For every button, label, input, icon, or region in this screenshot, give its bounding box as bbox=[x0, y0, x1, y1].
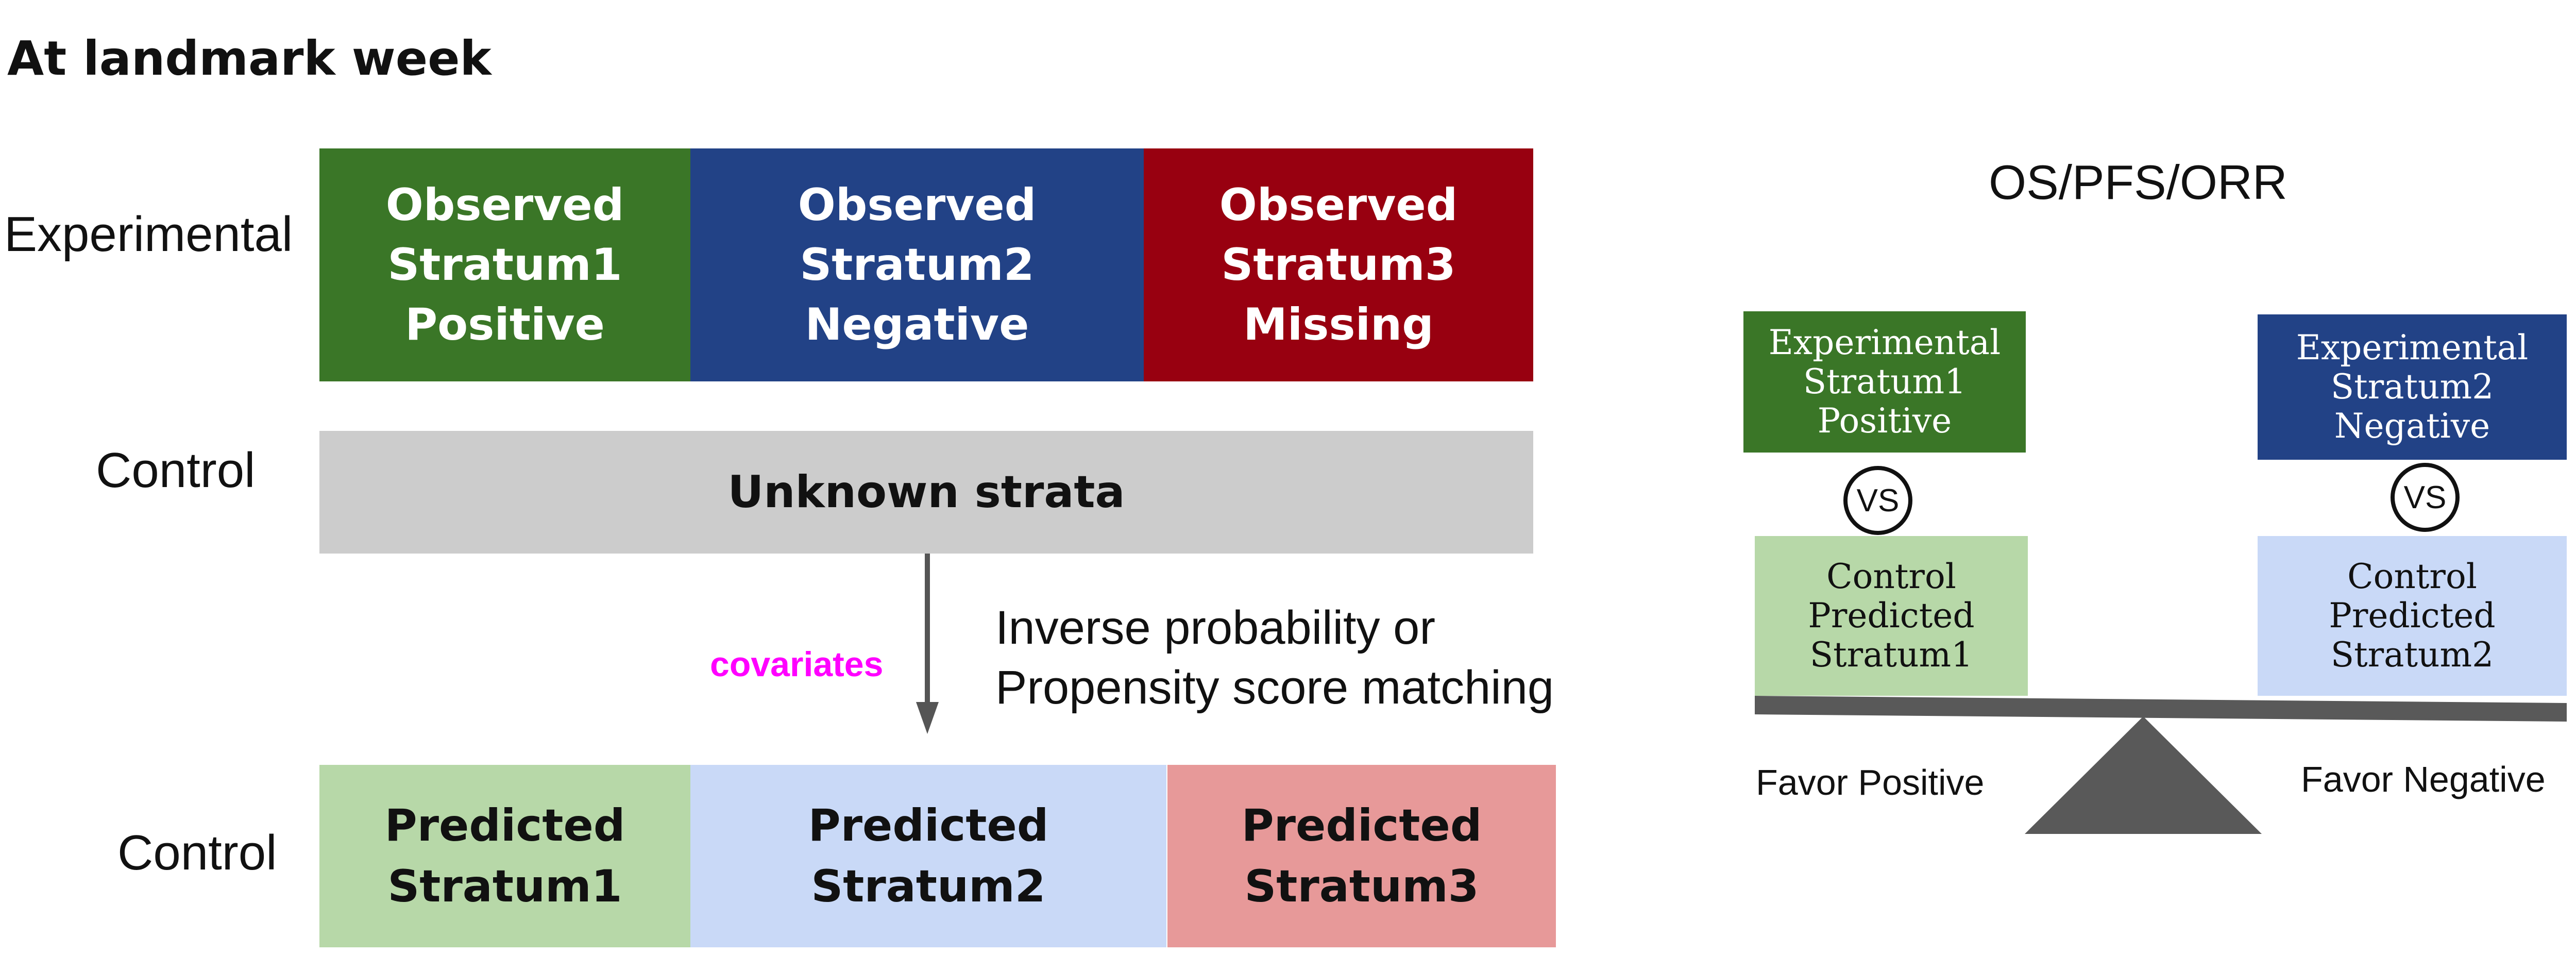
rp-ctrl2-line3: Stratum2 bbox=[2330, 635, 2494, 675]
rp-exp2-line3: Negative bbox=[2334, 406, 2490, 446]
observed-stratum1-line2: Stratum1 bbox=[387, 239, 622, 291]
predicted-stratum3-line2: Stratum3 bbox=[1244, 861, 1479, 912]
predicted-stratum1-block: Predicted Stratum1 bbox=[319, 765, 690, 947]
vs-left-label: VS bbox=[1856, 482, 1900, 519]
predicted-stratum2-block: Predicted Stratum2 bbox=[690, 765, 1166, 947]
unknown-strata-bar: Unknown strata bbox=[319, 431, 1533, 554]
rp-ctrl1-line3: Stratum1 bbox=[1809, 635, 1973, 675]
predicted-stratum3-block: Predicted Stratum3 bbox=[1167, 765, 1556, 947]
rp-ctrl2-line2: Predicted bbox=[2329, 596, 2496, 635]
seesaw-graphic bbox=[1755, 696, 2567, 834]
predicted-stratum1-line1: Predicted bbox=[384, 800, 625, 851]
down-arrow bbox=[916, 554, 939, 734]
predicted-stratum1-line2: Stratum1 bbox=[387, 861, 622, 912]
observed-stratum2-line2: Stratum2 bbox=[800, 239, 1035, 291]
favor-positive-label: Favor Positive bbox=[1756, 762, 1985, 802]
rp-exp1-line1: Experimental bbox=[1768, 323, 2001, 362]
method-line2: Propensity score matching bbox=[995, 661, 1554, 714]
row-label-experimental: Experimental bbox=[4, 207, 293, 262]
rp-exp2-line1: Experimental bbox=[2296, 328, 2529, 367]
vs-right-label: VS bbox=[2403, 479, 2447, 515]
rp-exp1-line2: Stratum1 bbox=[1803, 362, 1967, 402]
observed-stratum3-line2: Stratum3 bbox=[1221, 239, 1456, 291]
seesaw-fulcrum bbox=[2025, 716, 2262, 834]
vs-icon-right: VS bbox=[2391, 463, 2460, 532]
observed-stratum2-block: Observed Stratum2 Negative bbox=[690, 148, 1144, 381]
observed-stratum1-line1: Observed bbox=[385, 179, 624, 231]
observed-stratum1-line3: Positive bbox=[405, 299, 605, 350]
row-label-control-top: Control bbox=[96, 443, 256, 498]
outcome-title: OS/PFS/ORR bbox=[1989, 155, 2287, 209]
rp-exp2-line2: Stratum2 bbox=[2330, 367, 2494, 407]
seesaw-beam bbox=[1755, 696, 2567, 722]
predicted-stratum2-line2: Stratum2 bbox=[811, 861, 1046, 912]
predicted-stratum2-line1: Predicted bbox=[808, 800, 1049, 851]
observed-stratum3-line1: Observed bbox=[1219, 179, 1458, 231]
row-label-control-bottom: Control bbox=[117, 825, 277, 880]
observed-stratum2-line3: Negative bbox=[805, 299, 1029, 350]
method-text: Inverse probability or Propensity score … bbox=[995, 598, 1554, 717]
observed-stratum1-block: Observed Stratum1 Positive bbox=[319, 148, 690, 381]
method-line1: Inverse probability or bbox=[995, 601, 1435, 654]
rp-experimental-stratum2-box: Experimental Stratum2 Negative bbox=[2258, 314, 2567, 460]
rp-exp1-line3: Positive bbox=[1817, 401, 1952, 441]
rp-control-stratum2-box: Control Predicted Stratum2 bbox=[2258, 536, 2567, 696]
observed-stratum3-line3: Missing bbox=[1243, 299, 1434, 350]
vs-icon-left: VS bbox=[1843, 466, 1912, 535]
covariates-label: covariates bbox=[710, 645, 884, 684]
observed-stratum3-block: Observed Stratum3 Missing bbox=[1144, 148, 1533, 381]
unknown-strata-label: Unknown strata bbox=[727, 466, 1125, 518]
rp-ctrl1-line1: Control bbox=[1826, 557, 1956, 596]
observed-stratum2-line1: Observed bbox=[798, 179, 1037, 231]
page-heading: At landmark week bbox=[7, 31, 492, 86]
rp-experimental-stratum1-box: Experimental Stratum1 Positive bbox=[1743, 311, 2026, 453]
rp-ctrl2-line1: Control bbox=[2347, 557, 2477, 596]
favor-negative-label: Favor Negative bbox=[2301, 759, 2546, 799]
rp-ctrl1-line2: Predicted bbox=[1808, 596, 1975, 635]
predicted-stratum3-line1: Predicted bbox=[1241, 800, 1482, 851]
rp-control-stratum1-box: Control Predicted Stratum1 bbox=[1755, 536, 2028, 696]
